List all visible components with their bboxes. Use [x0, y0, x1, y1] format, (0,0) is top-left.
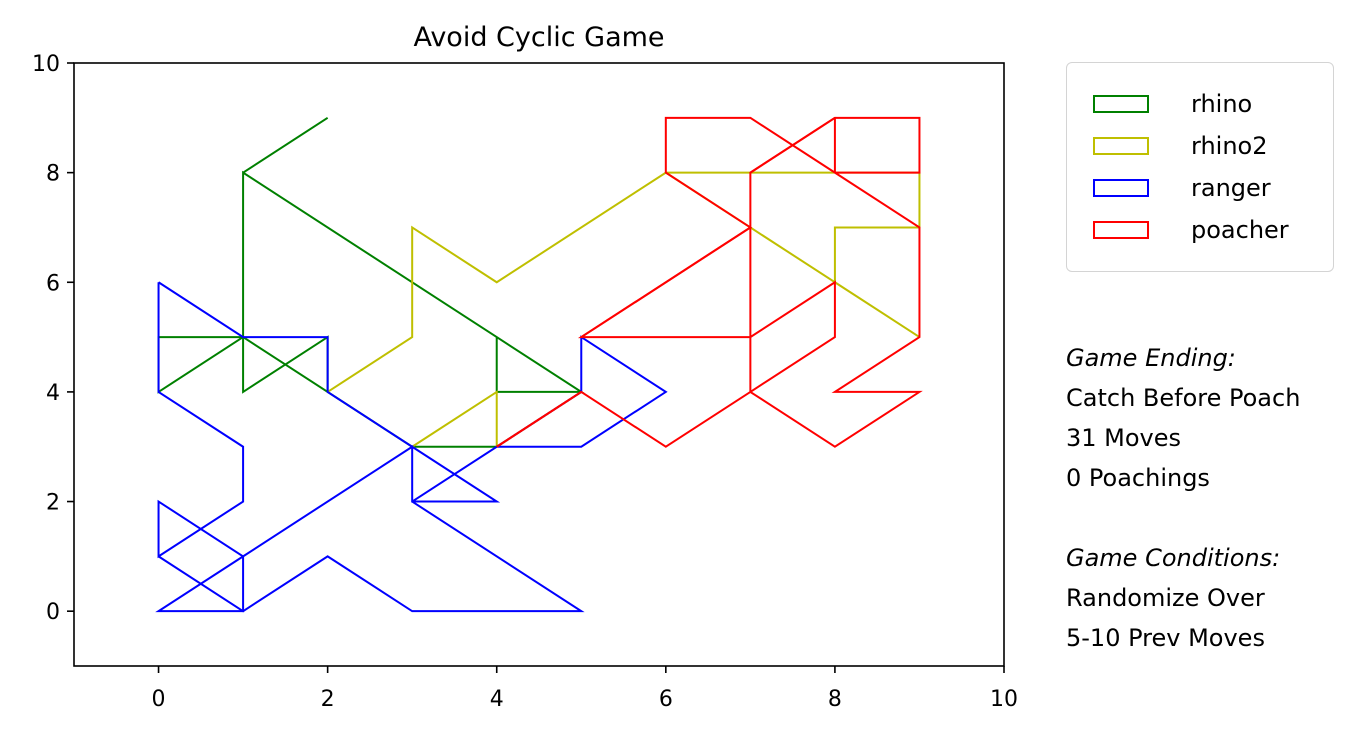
legend-item-rhino: rhino	[1093, 89, 1252, 119]
series-line-rhino2	[327, 171, 921, 393]
legend-label-ranger: ranger	[1191, 174, 1271, 202]
series-line-rhino	[157, 116, 585, 448]
legend-label-rhino2: rhino2	[1191, 132, 1268, 160]
legend-item-poacher: poacher	[1093, 215, 1289, 245]
game-notes: Game Ending: Catch Before Poach 31 Moves…	[1066, 338, 1300, 658]
plot-area-frame	[73, 62, 1005, 667]
game-ending-moves: 31 Moves	[1066, 424, 1182, 452]
series-line-poacher	[496, 391, 582, 448]
x-tick-label: 10	[990, 687, 1018, 712]
legend-swatch-poacher	[1093, 221, 1149, 239]
series-line-ranger	[158, 500, 585, 613]
x-axis-ticks: 0 2 4 6 8 10	[152, 666, 1018, 712]
legend-swatch-ranger	[1093, 179, 1149, 197]
legend-swatch-rhino	[1093, 95, 1149, 113]
game-conditions-header: Game Conditions:	[1066, 544, 1281, 572]
x-tick-label: 6	[659, 687, 673, 712]
series-line-rhino2	[411, 390, 498, 448]
chart-title: Avoid Cyclic Game	[413, 22, 664, 53]
x-tick-label: 2	[321, 687, 335, 712]
y-axis-ticks: 0 2 4 6 8 10	[32, 52, 74, 625]
series-poacher	[496, 116, 923, 448]
x-tick-label: 0	[152, 687, 166, 712]
legend-item-rhino2: rhino2	[1093, 131, 1268, 161]
legend-swatch-rhino2	[1093, 137, 1149, 155]
y-tick-label: 10	[32, 52, 60, 77]
y-tick-label: 8	[46, 162, 60, 187]
y-tick-label: 0	[46, 600, 60, 625]
series-rhino	[157, 116, 585, 448]
game-ending-header: Game Ending:	[1066, 344, 1236, 372]
legend-label-poacher: poacher	[1191, 216, 1289, 244]
x-tick-label: 8	[828, 687, 842, 712]
y-tick-label: 4	[46, 381, 60, 406]
series-rhino2	[327, 171, 921, 448]
game-ending-result: Catch Before Poach	[1066, 384, 1301, 412]
legend-label-rhino: rhino	[1191, 90, 1253, 118]
x-tick-label: 4	[490, 687, 504, 712]
game-ending-poachings: 0 Poachings	[1066, 464, 1210, 492]
series-line-poacher	[749, 116, 836, 174]
y-tick-label: 6	[46, 271, 60, 296]
game-conditions-line-2: 5-10 Prev Moves	[1066, 624, 1265, 652]
game-conditions-line-1: Randomize Over	[1066, 584, 1265, 612]
series-layer	[155, 116, 923, 613]
series-line-poacher	[496, 116, 923, 448]
y-tick-label: 2	[46, 491, 60, 516]
legend: rhino rhino2 ranger poacher	[1066, 62, 1334, 272]
legend-item-ranger: ranger	[1093, 173, 1271, 203]
series-line-poacher	[580, 226, 751, 338]
